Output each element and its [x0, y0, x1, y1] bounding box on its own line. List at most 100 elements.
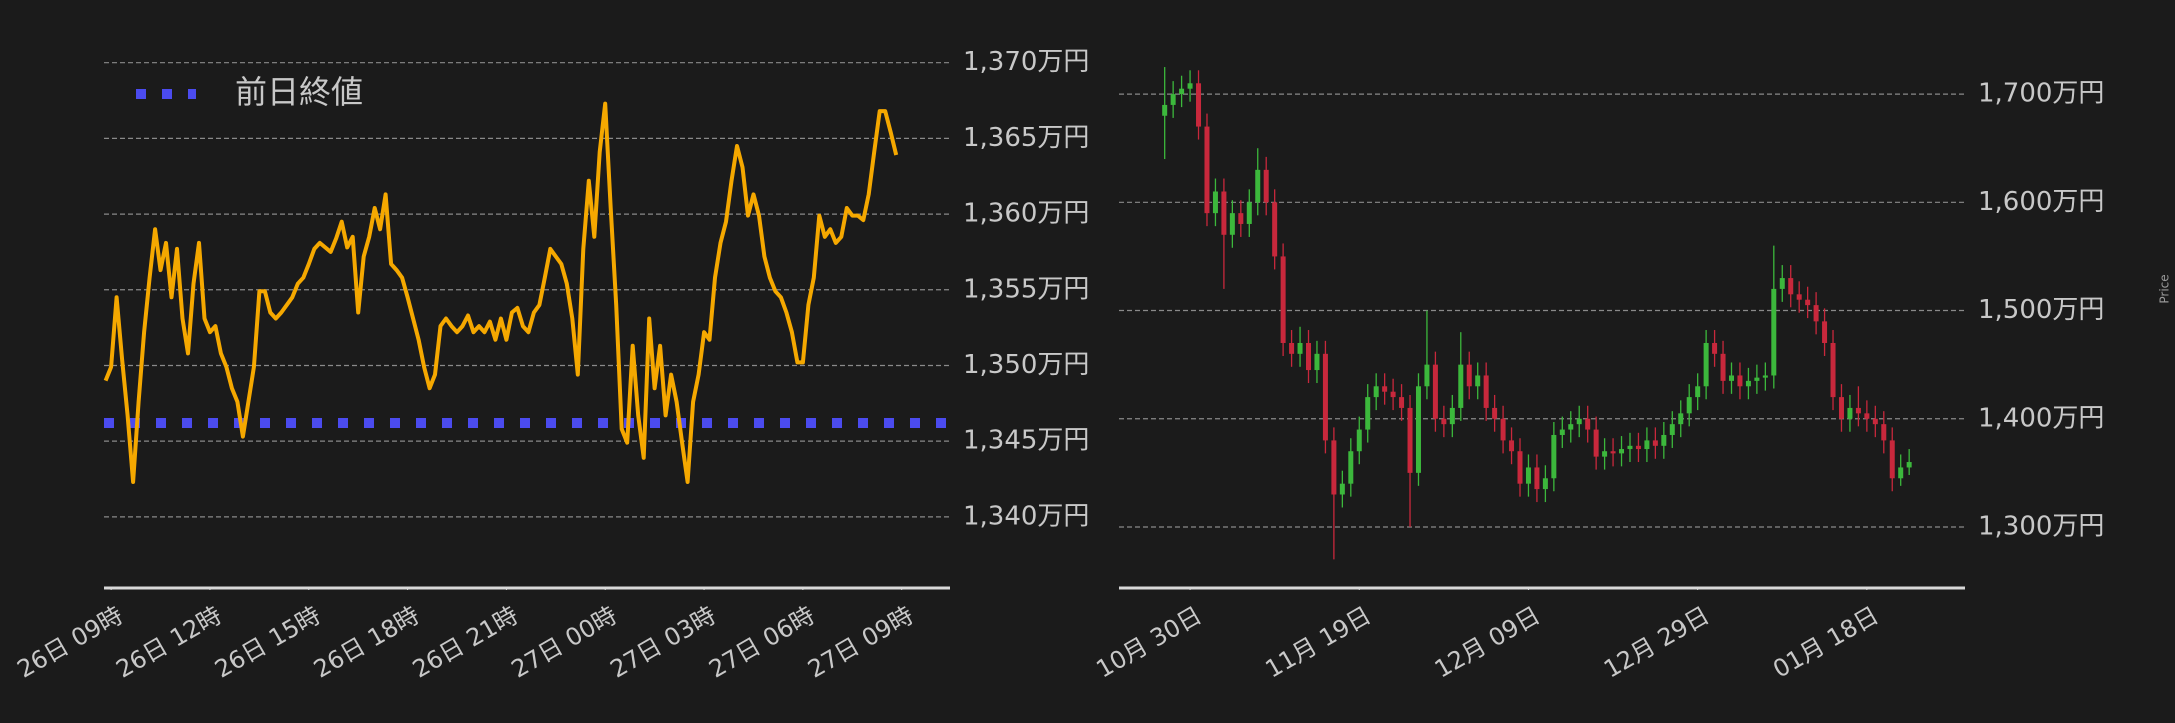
candle-body: [1822, 321, 1828, 344]
candle-body: [1534, 467, 1540, 490]
y-tick-label: 1,360万円: [963, 199, 1089, 229]
candle-body: [1805, 299, 1811, 306]
price-line: [103, 101, 899, 484]
candle-body: [1517, 451, 1523, 484]
candle-body: [1695, 386, 1701, 398]
candle-body: [1280, 256, 1286, 344]
y-tick-label: 1,400万円: [1978, 403, 2104, 433]
candle-body: [1170, 94, 1176, 105]
candle-body: [1872, 418, 1878, 425]
x-tick-label: 27日 06時: [704, 601, 819, 684]
candle-body: [1339, 483, 1345, 495]
candle-body: [1525, 467, 1531, 484]
candle-body: [1847, 407, 1853, 419]
candle-body: [1779, 278, 1785, 289]
x-tick-label: 26日 15時: [210, 601, 325, 684]
candle-body: [1263, 169, 1269, 203]
candle-body: [1432, 364, 1438, 419]
candle-body: [1745, 380, 1751, 387]
candle-body: [1619, 449, 1625, 454]
candle-body: [1390, 391, 1396, 398]
y-tick-label: 1,300万円: [1978, 511, 2104, 541]
candle-body: [1500, 418, 1506, 441]
candle-body: [1559, 429, 1565, 435]
candle-body: [1424, 364, 1430, 387]
candle-body: [1297, 343, 1303, 354]
y-tick-label: 1,350万円: [963, 350, 1089, 380]
candle-body: [1542, 478, 1548, 490]
candle-body: [1652, 440, 1658, 446]
x-tick-label: 26日 21時: [408, 601, 523, 684]
candle-body: [1788, 278, 1794, 295]
candle-body: [1289, 343, 1295, 354]
candle-body: [1449, 407, 1455, 425]
y-tick-label: 1,340万円: [963, 501, 1089, 531]
y-tick-label: 1,345万円: [963, 426, 1089, 456]
candle-body: [1221, 191, 1227, 235]
x-tick-label: 10月 30日: [1091, 601, 1206, 684]
y-axis-label: Price: [2158, 274, 2172, 303]
candle-body: [1179, 88, 1185, 95]
x-tick-label: 27日 00時: [507, 601, 622, 684]
y-tick-label: 1,365万円: [963, 123, 1089, 153]
candle-body: [1551, 434, 1557, 479]
candle-body: [1306, 343, 1312, 371]
candle-body: [1196, 83, 1202, 127]
x-tick-label: 26日 09時: [13, 601, 128, 684]
candle-body: [1238, 213, 1244, 224]
x-tick-label: 27日 09時: [803, 601, 918, 684]
candle-body: [1272, 202, 1278, 257]
candle-body: [1906, 462, 1912, 468]
candle-body: [1729, 375, 1735, 381]
candle-body: [1661, 434, 1667, 446]
candle-body: [1881, 424, 1887, 441]
x-tick-label: 12月 29日: [1599, 601, 1714, 684]
candle-body: [1475, 375, 1481, 387]
candle-body: [1720, 353, 1726, 381]
candle-body: [1762, 375, 1768, 378]
y-tick-label: 1,600万円: [1978, 187, 2104, 217]
candle-body: [1771, 288, 1777, 376]
candle-body: [1212, 191, 1218, 214]
x-tick-label: 11月 19日: [1261, 601, 1376, 684]
candle-body: [1483, 375, 1489, 408]
candle-body: [1855, 407, 1861, 414]
candle-body: [1864, 413, 1870, 419]
candle-body: [1813, 305, 1819, 322]
candle-body: [1382, 386, 1388, 392]
y-tick-label: 1,355万円: [963, 274, 1089, 304]
x-tick-label: 26日 18時: [309, 601, 424, 684]
x-tick-label: 27日 03時: [605, 601, 720, 684]
candle-body: [1348, 451, 1354, 484]
candle-body: [1703, 343, 1709, 387]
candle-body: [1246, 202, 1252, 224]
candle-body: [1365, 397, 1371, 430]
y-tick-label: 1,700万円: [1978, 79, 2104, 109]
candle-body: [1838, 397, 1844, 419]
candle-body: [1458, 364, 1464, 408]
candle-body: [1441, 418, 1447, 425]
candle-body: [1576, 418, 1582, 425]
candle-body: [1229, 213, 1235, 235]
candle-body: [1331, 440, 1337, 495]
candle-body: [1898, 467, 1904, 479]
candle-body: [1796, 294, 1802, 300]
candle-body: [1889, 440, 1895, 479]
candle-body: [1830, 343, 1836, 398]
legend-label: 前日終値: [235, 73, 363, 111]
x-tick-label: 12月 09日: [1430, 601, 1545, 684]
candle-body: [1712, 343, 1718, 354]
y-tick-label: 1,370万円: [963, 47, 1089, 77]
candle-body: [1602, 451, 1608, 457]
x-tick-label: 01月 18日: [1768, 601, 1883, 684]
candle-body: [1754, 377, 1760, 381]
candle-body: [1255, 169, 1261, 203]
candle-body: [1644, 440, 1650, 450]
candle-body: [1627, 445, 1633, 450]
candle-body: [1322, 353, 1328, 441]
candle-body: [1466, 364, 1472, 387]
candle-body: [1415, 386, 1421, 473]
candle-body: [1568, 424, 1574, 430]
candle-body: [1187, 83, 1193, 89]
